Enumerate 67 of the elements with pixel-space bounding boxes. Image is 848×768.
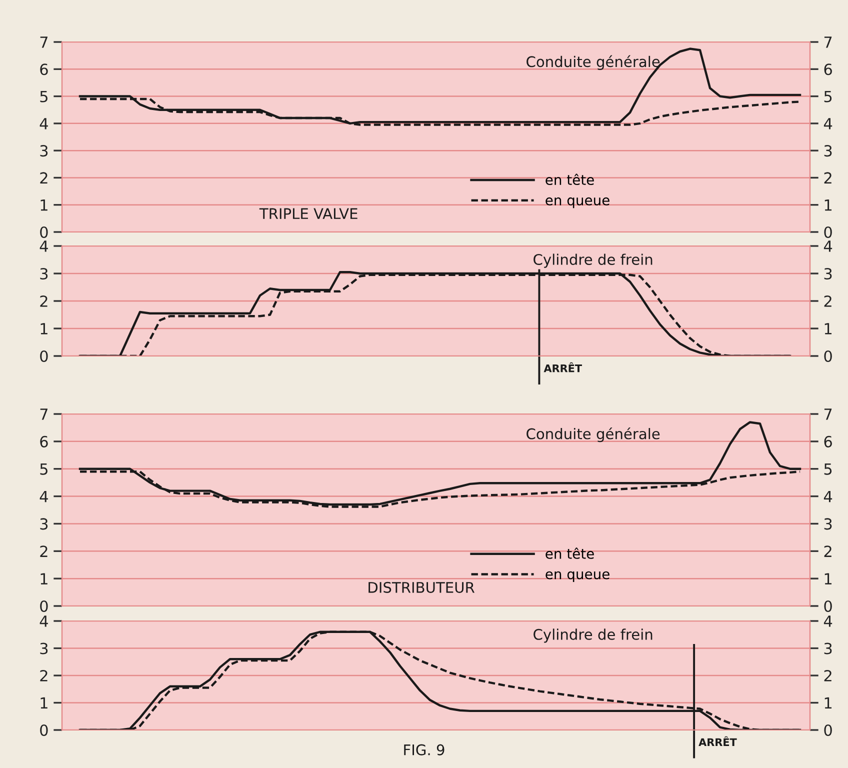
y2-tick-label: 2 [824, 172, 832, 184]
y2-tick-label: 1 [824, 200, 832, 211]
caption: FIG. 9 [404, 744, 444, 756]
y2-tick-label: 6 [824, 64, 832, 76]
y2-tick-label: 6 [824, 436, 832, 448]
y-tick-label: 4 [40, 240, 48, 252]
y-tick-label: 2 [40, 172, 48, 184]
text: Conduite générale [526, 55, 660, 70]
y2-tick-label: 5 [824, 90, 832, 102]
y2-tick-label: 0 [824, 226, 832, 238]
y-tick-label: 5 [40, 464, 48, 475]
text: Cylindre de frein [534, 254, 652, 268]
text: Cylindre de frein [534, 628, 652, 643]
y-tick-label: 2 [40, 670, 48, 682]
y2-tick-label: 7 [824, 36, 832, 48]
y-tick-label: 3 [40, 642, 48, 654]
y2-tick-label: 3 [824, 268, 832, 280]
y2-tick-label: 4 [824, 240, 832, 252]
y2-tick-label: 0 [824, 724, 832, 736]
y-tick-label: 3 [40, 145, 48, 157]
text: Conduite générale [526, 427, 660, 442]
legend-label: en tête [546, 548, 594, 559]
y2-tick-label: 3 [824, 642, 832, 654]
y2-tick-label: 5 [824, 464, 832, 475]
y-tick-label: 2 [40, 295, 48, 307]
y-tick-label: 4 [40, 118, 48, 130]
y2-tick-label: 1 [824, 697, 832, 709]
y2-tick-label: 0 [824, 600, 832, 612]
y-tick-label: 0 [40, 226, 48, 238]
y-tick-label: 4 [40, 616, 48, 627]
y2-tick-label: 1 [824, 573, 832, 584]
y-tick-label: 1 [40, 573, 48, 584]
y-tick-label: 5 [40, 90, 48, 102]
legend-label: en queue [546, 197, 610, 208]
y-tick-label: 3 [40, 518, 48, 530]
y2-tick-label: 4 [824, 118, 832, 130]
y2-tick-label: 0 [824, 350, 832, 362]
y-tick-label: 0 [40, 600, 48, 612]
y-tick-label: 7 [40, 408, 48, 420]
line-series [78, 48, 802, 125]
y-tick-label: 1 [40, 200, 48, 211]
y2-tick-label: 2 [824, 295, 832, 307]
y2-tick-label: 3 [824, 518, 832, 530]
y-tick-label: 1 [40, 323, 48, 334]
y-tick-label: 2 [40, 546, 48, 557]
y-tick-label: 3 [40, 268, 48, 280]
y-tick-label: 6 [40, 64, 48, 76]
y-tick-label: 1 [40, 697, 48, 709]
y-tick-label: 7 [40, 36, 48, 48]
y2-tick-label: 4 [824, 490, 832, 502]
line-series [78, 421, 802, 506]
annotation: TRIPLE VALVE [259, 208, 358, 219]
y-tick-label: 4 [40, 490, 48, 502]
text: ARRÊT [698, 736, 737, 746]
y-tick-label: 0 [40, 724, 48, 736]
y2-tick-label: 1 [824, 323, 832, 334]
y2-tick-label: 2 [824, 546, 832, 557]
text: ARRÊT [544, 362, 582, 372]
y2-tick-label: 4 [824, 616, 832, 627]
y-tick-label: 6 [40, 436, 48, 448]
legend-label: en tête [546, 174, 594, 186]
y2-tick-label: 7 [824, 408, 832, 420]
y2-tick-label: 2 [824, 670, 832, 682]
y-tick-label: 0 [40, 350, 48, 362]
annotation: DISTRIBUTEUR [368, 582, 474, 593]
y2-tick-label: 3 [824, 145, 832, 157]
legend-label: en queue [546, 571, 610, 582]
